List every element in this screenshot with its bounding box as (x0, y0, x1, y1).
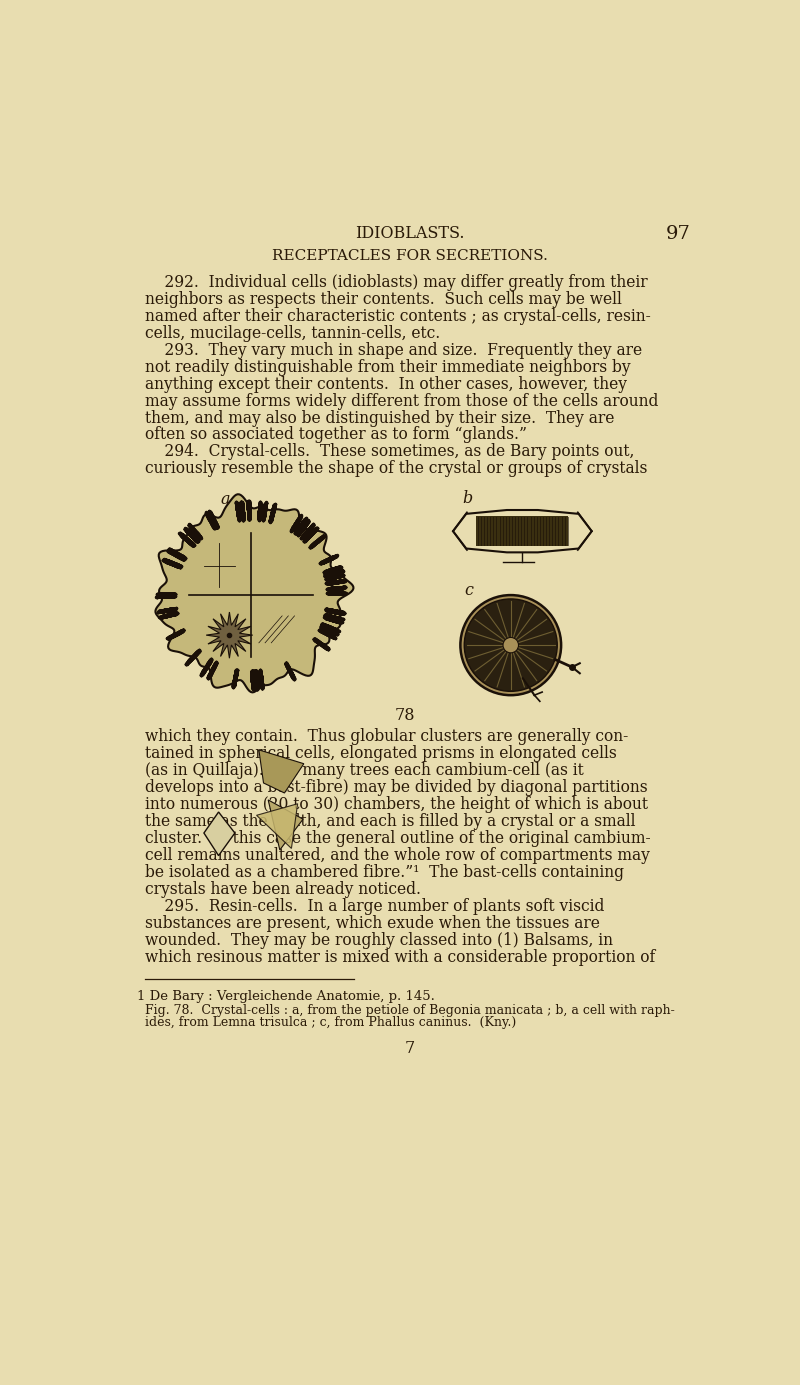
Text: neighbors as respects their contents.  Such cells may be well: neighbors as respects their contents. Su… (145, 291, 622, 307)
Polygon shape (268, 801, 303, 850)
Text: 292.  Individual cells (idioblasts) may differ greatly from their: 292. Individual cells (idioblasts) may d… (145, 274, 647, 291)
Text: 7: 7 (405, 1040, 415, 1057)
Text: wounded.  They may be roughly classed into (1) Balsams, in: wounded. They may be roughly classed int… (145, 932, 613, 949)
Polygon shape (204, 812, 235, 856)
Text: which they contain.  Thus globular clusters are generally con-: which they contain. Thus globular cluste… (145, 729, 628, 745)
Text: RECEPTACLES FOR SECRETIONS.: RECEPTACLES FOR SECRETIONS. (272, 249, 548, 263)
Text: cells, mucilage-cells, tannin-cells, etc.: cells, mucilage-cells, tannin-cells, etc… (145, 325, 440, 342)
Text: be isolated as a chambered fibre.”¹  The bast-cells containing: be isolated as a chambered fibre.”¹ The … (145, 864, 624, 881)
Text: 97: 97 (666, 224, 690, 242)
Text: into numerous (20 to 30) chambers, the height of which is about: into numerous (20 to 30) chambers, the h… (145, 796, 648, 813)
Text: 293.  They vary much in shape and size.  Frequently they are: 293. They vary much in shape and size. F… (145, 342, 642, 359)
Polygon shape (476, 517, 569, 546)
Text: (as in Quillaja).  “In many trees each cambium-cell (as it: (as in Quillaja). “In many trees each ca… (145, 762, 584, 780)
Text: named after their characteristic contents ; as crystal-cells, resin-: named after their characteristic content… (145, 307, 650, 325)
Text: develops into a bast-fibre) may be divided by diagonal partitions: develops into a bast-fibre) may be divid… (145, 780, 647, 796)
Circle shape (460, 596, 561, 695)
Text: a: a (220, 492, 230, 508)
Text: may assume forms widely different from those of the cells around: may assume forms widely different from t… (145, 392, 658, 410)
Polygon shape (155, 494, 354, 692)
Text: crystals have been already noticed.: crystals have been already noticed. (145, 881, 421, 897)
Text: cell remains unaltered, and the whole row of compartments may: cell remains unaltered, and the whole ro… (145, 846, 650, 864)
Text: 294.  Crystal-cells.  These sometimes, as de Bary points out,: 294. Crystal-cells. These sometimes, as … (145, 443, 634, 460)
Text: ides, from Lemna trisulca ; c, from Phallus caninus.  (Kny.): ides, from Lemna trisulca ; c, from Phal… (145, 1015, 516, 1029)
Text: b: b (462, 490, 473, 507)
Text: the same as the width, and each is filled by a crystal or a small: the same as the width, and each is fille… (145, 813, 635, 830)
Polygon shape (206, 612, 253, 658)
Text: which resinous matter is mixed with a considerable proportion of: which resinous matter is mixed with a co… (145, 949, 655, 965)
Text: substances are present, which exude when the tissues are: substances are present, which exude when… (145, 914, 600, 932)
Text: 78: 78 (394, 706, 415, 724)
Text: IDIOBLASTS.: IDIOBLASTS. (355, 224, 465, 242)
Polygon shape (257, 803, 298, 849)
Text: anything except their contents.  In other cases, however, they: anything except their contents. In other… (145, 375, 627, 392)
Polygon shape (453, 510, 592, 553)
Text: c: c (464, 582, 474, 598)
Text: tained in spherical cells, elongated prisms in elongated cells: tained in spherical cells, elongated pri… (145, 745, 617, 762)
Circle shape (464, 598, 558, 691)
Text: not readily distinguishable from their immediate neighbors by: not readily distinguishable from their i… (145, 359, 630, 375)
Text: Fig. 78.  Crystal-cells : a, from the petiole of Begonia manicata ; b, a cell wi: Fig. 78. Crystal-cells : a, from the pet… (145, 1004, 674, 1017)
Text: cluster.  In this case the general outline of the original cambium-: cluster. In this case the general outlin… (145, 830, 650, 848)
Text: curiously resemble the shape of the crystal or groups of crystals: curiously resemble the shape of the crys… (145, 460, 647, 478)
Circle shape (503, 637, 518, 652)
Text: them, and may also be distinguished by their size.  They are: them, and may also be distinguished by t… (145, 410, 614, 427)
Text: often so associated together as to form “glands.”: often so associated together as to form … (145, 427, 527, 443)
Text: 295.  Resin-cells.  In a large number of plants soft viscid: 295. Resin-cells. In a large number of p… (145, 897, 604, 914)
Text: 1 De Bary : Vergleichende Anatomie, p. 145.: 1 De Bary : Vergleichende Anatomie, p. 1… (137, 990, 435, 1003)
Polygon shape (259, 749, 304, 794)
